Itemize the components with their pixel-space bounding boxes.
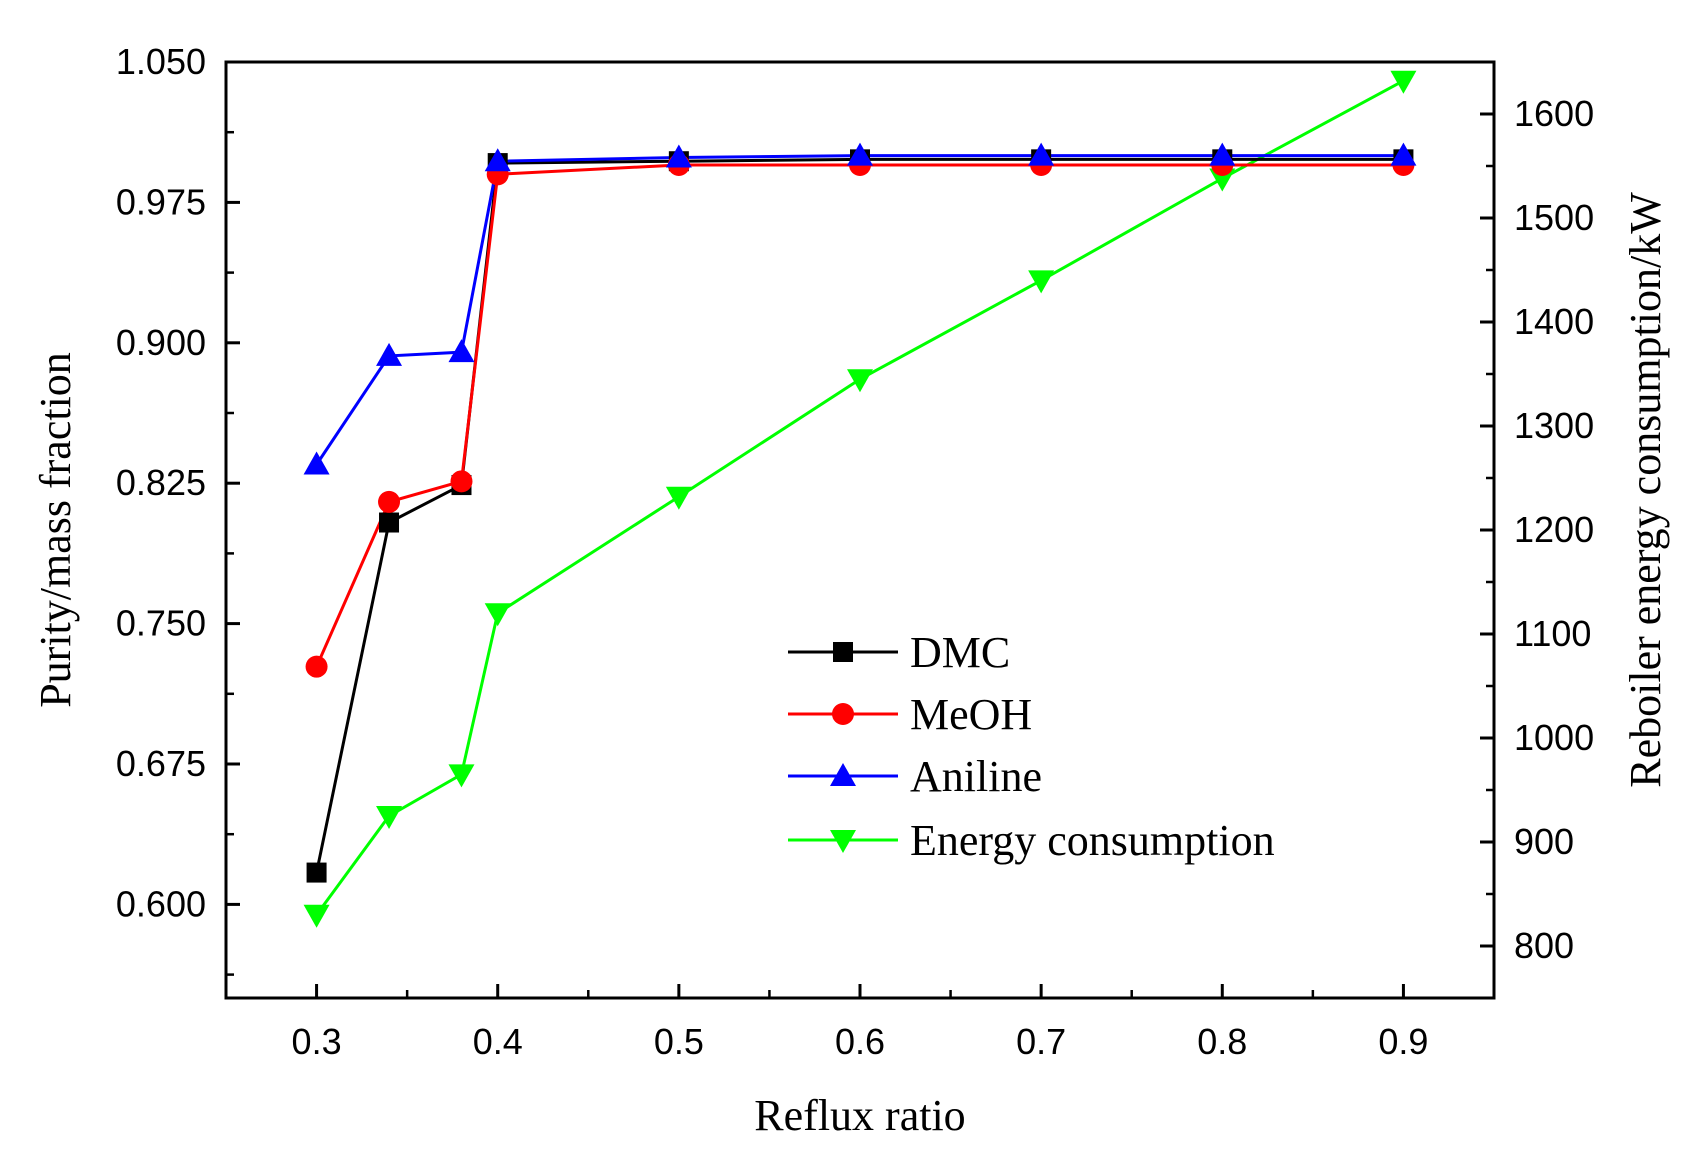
series-line-meoh <box>315 163 1404 668</box>
y-right-tick-label: 1500 <box>1514 197 1594 238</box>
x-tick-label: 0.8 <box>1197 1021 1247 1062</box>
data-point-energy-consumption <box>665 486 692 510</box>
data-point-energy-consumption <box>484 603 511 627</box>
y-right-tick-label: 900 <box>1514 821 1574 862</box>
data-point-aniline <box>1028 142 1055 166</box>
y-left-tick-label: 0.750 <box>116 603 206 644</box>
data-point-energy-consumption <box>847 369 873 393</box>
data-point-aniline <box>1390 142 1417 166</box>
legend-marker-energy-consumption <box>830 830 856 853</box>
series-markers <box>303 70 1417 928</box>
legend-label-energy-consumption: Energy consumption <box>910 816 1275 865</box>
data-point-energy-consumption <box>1390 70 1417 94</box>
data-point-energy-consumption <box>1028 270 1055 294</box>
axis-ticks: 0.3 0.4 0.5 0.6 0.7 0.8 0.9 0.600 0.675 0.750 0.82… <box>116 41 1594 1062</box>
x-tick-label: 0.9 <box>1378 1021 1428 1062</box>
y-left-tick-label: 1.050 <box>116 41 206 82</box>
legend-marker-meoh <box>832 703 854 725</box>
data-point-aniline <box>303 451 330 475</box>
y-right-tick-label: 1400 <box>1514 301 1594 342</box>
data-point-dmc <box>306 862 327 883</box>
data-point-aniline <box>847 142 873 166</box>
y-left-axis-title: Purity/mass fraction <box>31 352 80 708</box>
y-left-tick-label: 0.675 <box>116 743 206 784</box>
x-tick-label: 0.3 <box>292 1021 342 1062</box>
legend-label-meoh: MeOH <box>910 690 1032 739</box>
data-point-aniline <box>376 342 403 366</box>
x-tick-label: 0.5 <box>654 1021 704 1062</box>
data-point-energy-consumption <box>1209 168 1236 192</box>
legend-marker-aniline <box>830 763 856 786</box>
x-axis-title: Reflux ratio <box>754 1091 965 1140</box>
y-right-tick-label: 1200 <box>1514 509 1594 550</box>
x-tick-label: 0.6 <box>835 1021 885 1062</box>
y-right-tick-label: 800 <box>1514 925 1574 966</box>
series-line-dmc <box>315 157 1404 873</box>
y-right-tick-label: 1300 <box>1514 405 1594 446</box>
data-point-energy-consumption <box>376 806 403 829</box>
data-point-meoh <box>378 490 401 513</box>
data-point-meoh <box>450 470 473 493</box>
legend: DMC MeOH Aniline Energy consumption <box>788 628 1275 865</box>
y-left-tick-label: 0.600 <box>116 883 206 924</box>
data-point-aniline <box>1209 142 1236 166</box>
data-point-dmc <box>379 512 400 533</box>
y-right-tick-label: 1100 <box>1514 613 1591 654</box>
x-tick-label: 0.7 <box>1016 1021 1066 1062</box>
data-point-energy-consumption <box>448 764 475 788</box>
legend-marker-dmc <box>833 642 853 662</box>
y-left-tick-label: 0.900 <box>116 322 206 363</box>
series-line-energy-consumption <box>315 79 1405 916</box>
y-right-tick-label: 1600 <box>1514 93 1594 134</box>
y-right-axis-title: Reboiler energy consumption/kW <box>1621 192 1670 788</box>
data-point-aniline <box>448 339 475 363</box>
data-point-aniline <box>665 144 692 168</box>
series-lines <box>315 79 1405 916</box>
legend-label-aniline: Aniline <box>910 752 1042 801</box>
data-point-energy-consumption <box>303 904 330 928</box>
y-left-tick-label: 0.825 <box>116 462 206 503</box>
series-line-aniline <box>315 154 1404 466</box>
plot-frame <box>224 60 1496 1000</box>
legend-label-dmc: DMC <box>910 628 1010 677</box>
y-right-tick-label: 1000 <box>1514 717 1594 758</box>
data-point-meoh <box>305 655 328 678</box>
x-tick-label: 0.4 <box>473 1021 523 1062</box>
data-point-aniline <box>484 148 511 172</box>
y-left-tick-label: 0.975 <box>116 181 206 222</box>
